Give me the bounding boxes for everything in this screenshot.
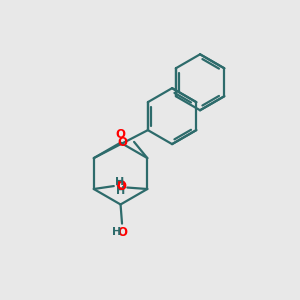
- Text: O: O: [117, 226, 127, 239]
- Text: O: O: [116, 128, 126, 141]
- Text: O: O: [116, 181, 126, 194]
- Text: H: H: [116, 186, 125, 197]
- Text: O: O: [116, 179, 126, 192]
- Text: H: H: [112, 227, 122, 237]
- Text: H: H: [115, 177, 124, 187]
- Text: O: O: [117, 136, 127, 149]
